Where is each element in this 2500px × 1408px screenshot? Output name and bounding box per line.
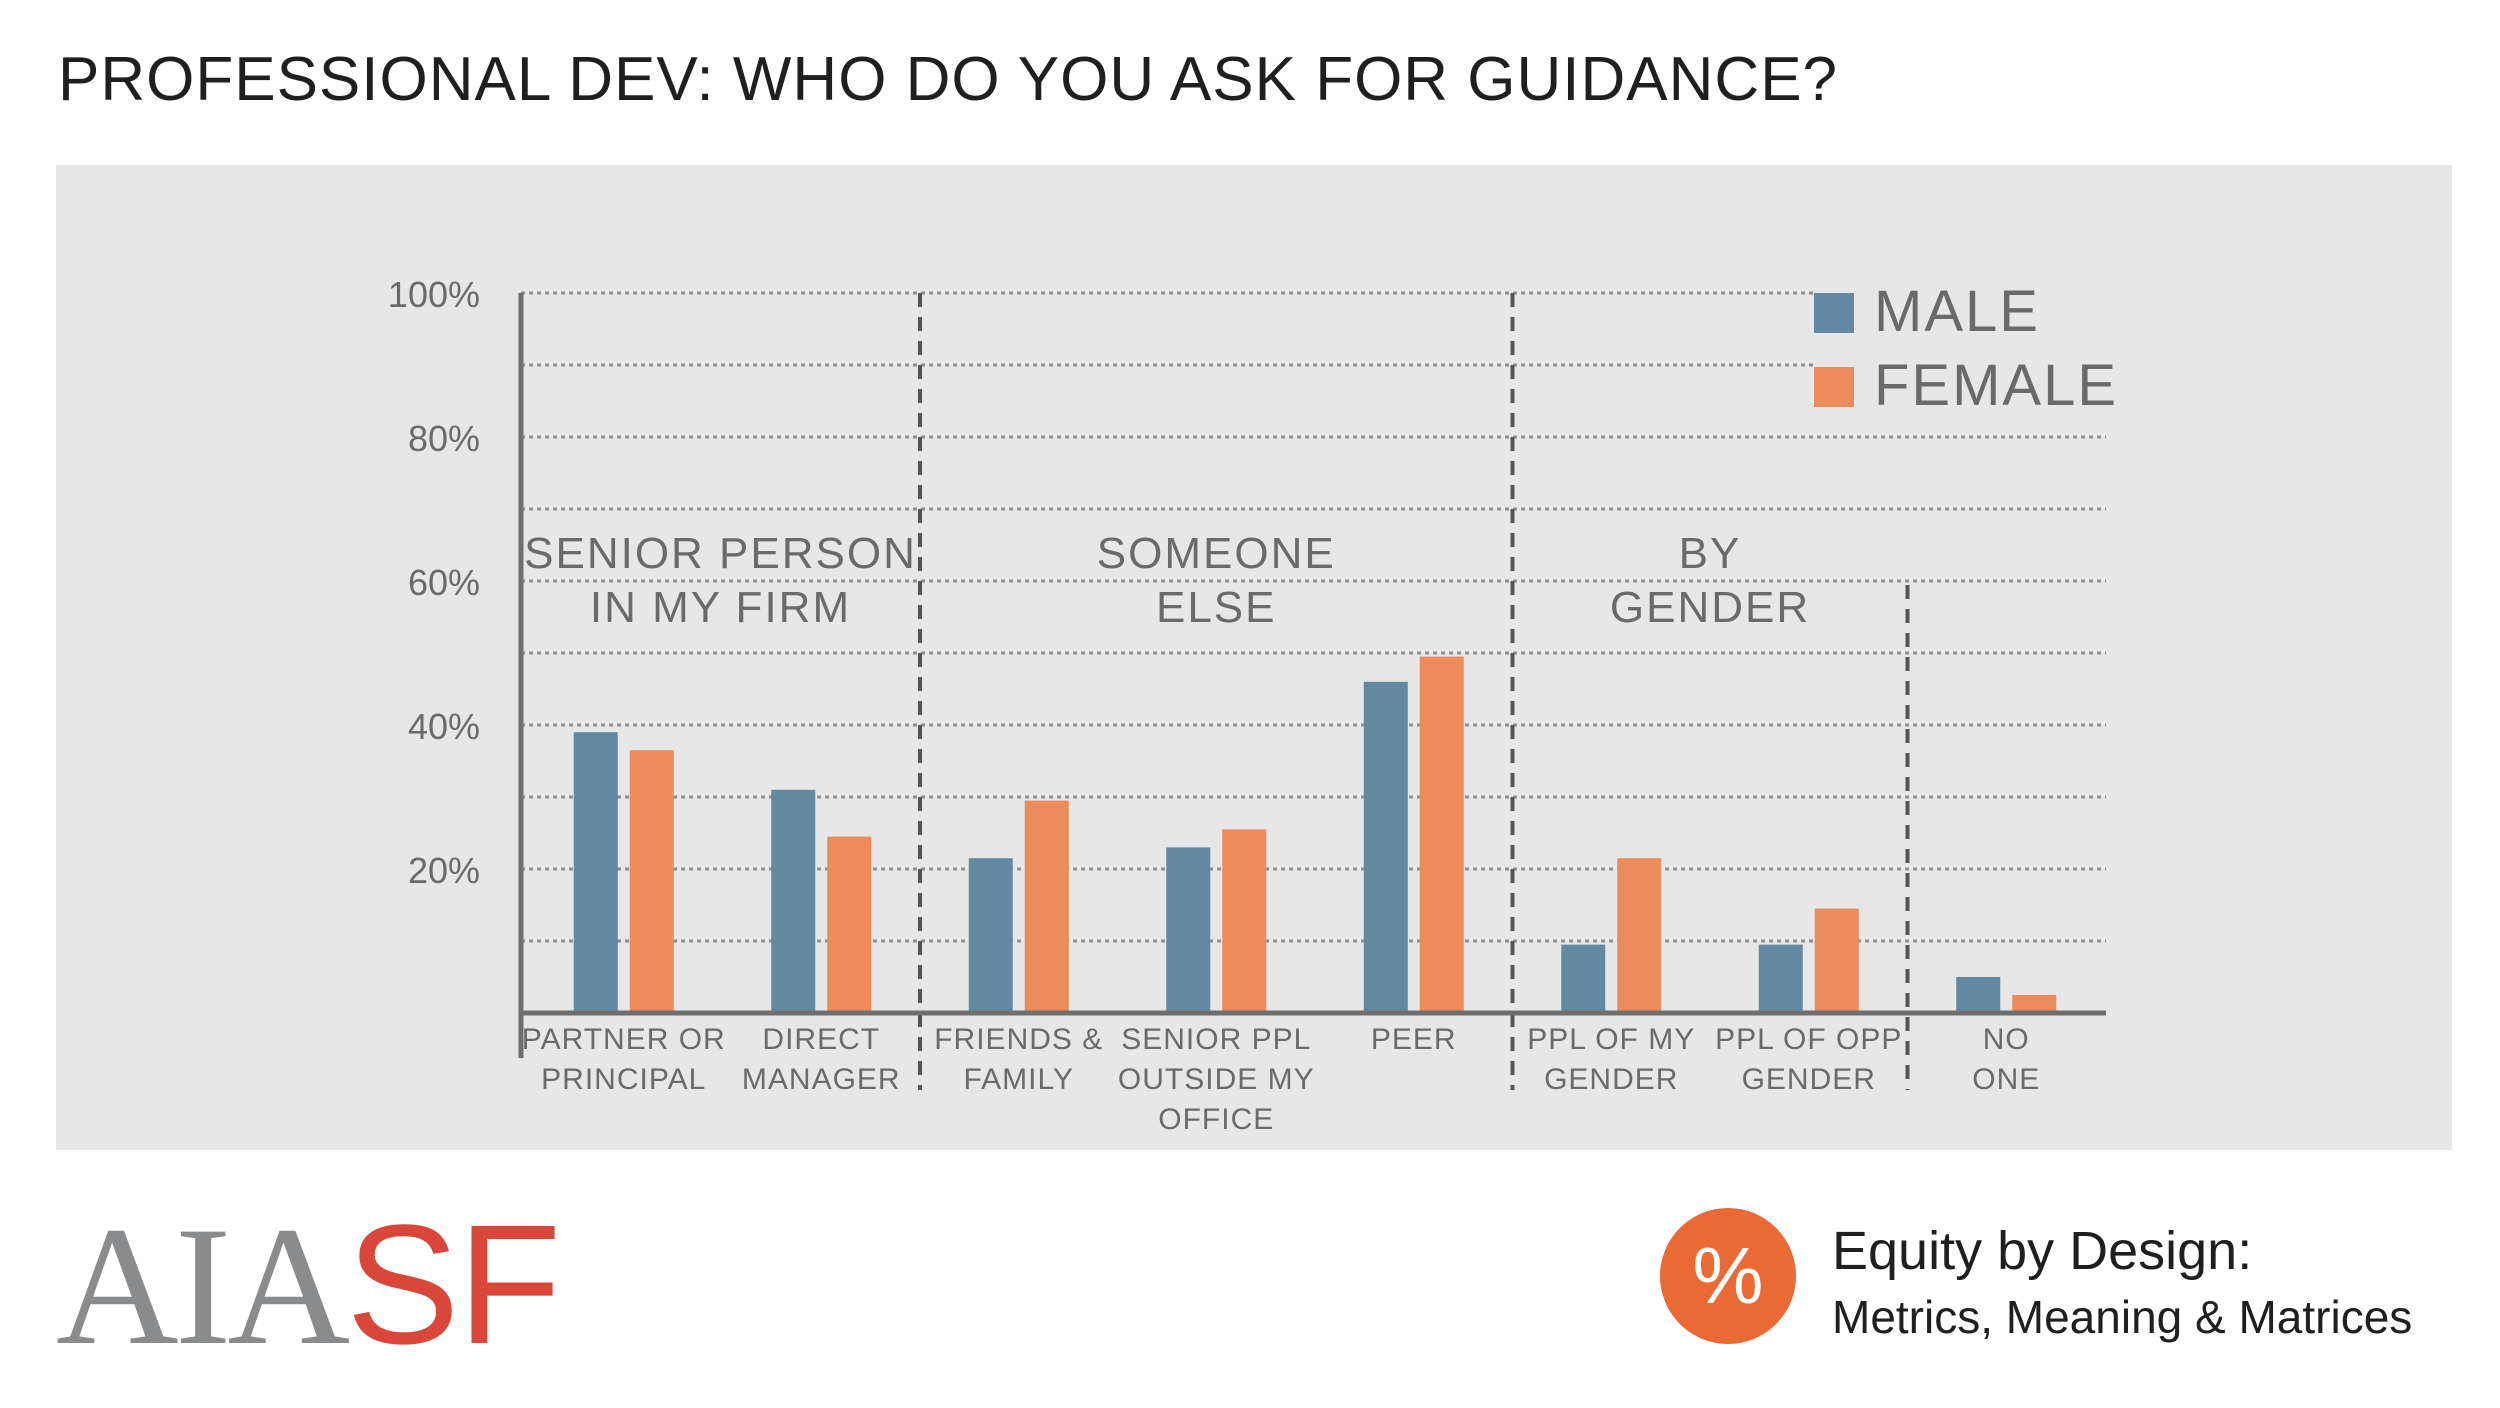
group-label: SENIOR PERSON — [524, 529, 917, 578]
group-label: IN MY FIRM — [590, 583, 851, 632]
bar-male — [573, 732, 618, 1013]
legend-label: FEMALE — [1874, 353, 2118, 418]
category-label: GENDER — [1742, 1063, 1876, 1096]
logo-aia: AIA — [56, 1192, 350, 1380]
bar-female — [1222, 829, 1267, 1013]
category-label: OUTSIDE MY — [1118, 1063, 1315, 1096]
group-label: BY — [1679, 529, 1742, 578]
bar-female — [1024, 800, 1069, 1013]
category-label: PEER — [1371, 1023, 1457, 1056]
category-label: FRIENDS & — [934, 1023, 1103, 1056]
bar-male — [1956, 977, 2001, 1013]
group-label: SOMEONE — [1097, 529, 1336, 578]
bar-female — [1814, 908, 1859, 1013]
bar-female — [629, 750, 674, 1013]
chart-panel: 100% 80% 60% 40% 20% PARTNER OR PRINCIPAL DIREC… — [56, 165, 2452, 1150]
category-label: PPL OF MY — [1527, 1023, 1695, 1056]
equity-by-design-title: Equity by Design: — [1832, 1221, 2253, 1281]
logo-sf: SF — [346, 1190, 561, 1380]
bar-female — [827, 836, 872, 1013]
legend-label: MALE — [1874, 279, 2040, 344]
y-tick-label: 80% — [408, 418, 480, 459]
bar-male — [771, 789, 816, 1013]
equity-by-design-subtitle: Metrics, Meaning & Matrices — [1832, 1291, 2413, 1343]
aiasf-logo: AIASF — [56, 1200, 561, 1371]
category-label: SENIOR PPL — [1121, 1023, 1311, 1056]
percent-badge-icon: % — [1660, 1208, 1796, 1344]
category-label: FAMILY — [964, 1063, 1074, 1096]
category-label: NO — [1983, 1023, 2030, 1056]
legend-swatch — [1814, 367, 1854, 407]
y-tick-label: 20% — [408, 850, 480, 891]
category-label: OFFICE — [1158, 1103, 1274, 1136]
category-label: PARTNER OR — [522, 1023, 726, 1056]
category-label: PPL OF OPP — [1715, 1023, 1902, 1056]
page-title: PROFESSIONAL DEV: WHO DO YOU ASK FOR GUI… — [58, 45, 1839, 114]
bar-male — [1758, 944, 1803, 1013]
legend-swatch — [1814, 293, 1854, 333]
bar-male — [1166, 847, 1211, 1013]
bar-male — [1561, 944, 1606, 1013]
group-label: GENDER — [1610, 583, 1810, 632]
y-tick-label: 40% — [408, 706, 480, 747]
bar-male — [968, 858, 1013, 1013]
bar-male — [1363, 681, 1408, 1013]
bar-female — [2012, 995, 2057, 1013]
category-label: MANAGER — [742, 1063, 901, 1096]
y-tick-label: 100% — [388, 274, 480, 315]
y-tick-label: 60% — [408, 562, 480, 603]
category-label: GENDER — [1544, 1063, 1678, 1096]
group-label: ELSE — [1156, 583, 1277, 632]
category-label: PRINCIPAL — [541, 1063, 706, 1096]
category-label: DIRECT — [762, 1023, 880, 1056]
bar-female — [1617, 858, 1662, 1013]
category-label: ONE — [1972, 1063, 2040, 1096]
bar-chart: 100% 80% 60% 40% 20% PARTNER OR PRINCIPAL DIREC… — [388, 274, 2118, 1136]
bar-female — [1419, 656, 1464, 1013]
